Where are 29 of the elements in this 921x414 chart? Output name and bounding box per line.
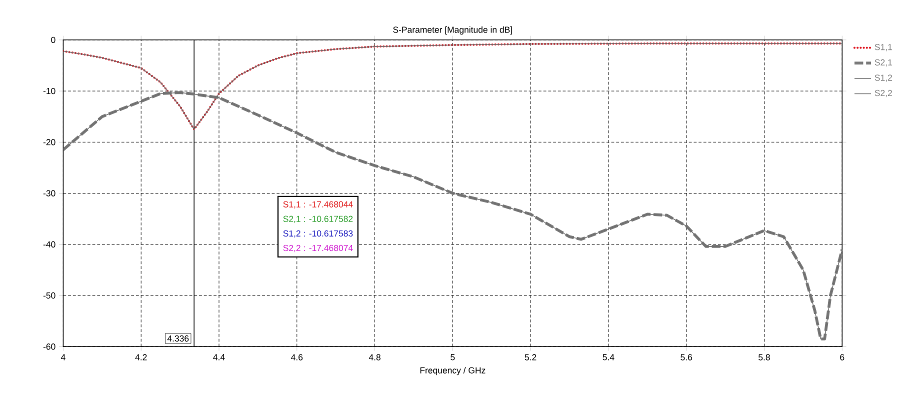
x-tick-label: 5.4: [602, 354, 614, 360]
y-tick-label: -60: [43, 344, 56, 350]
annotation: S1,2 : -10.617583: [283, 230, 353, 238]
x-tick-label: 6: [840, 354, 844, 360]
annotation: S2,2 : -17.468074: [283, 244, 353, 252]
annotation: S1,1 : -17.468044: [283, 201, 353, 209]
x-tick-label: 5.6: [680, 354, 692, 360]
x-tick-label: 5.8: [758, 354, 770, 360]
legend-label: S1,2: [874, 74, 892, 82]
ref-line-label: 4.336: [167, 335, 189, 342]
x-tick-label: 4.6: [291, 354, 303, 360]
y-tick-label: -20: [43, 139, 56, 146]
x-tick-label: 4: [60, 354, 66, 360]
legend-label: S2,1: [874, 59, 892, 67]
x-tick-label: 4.8: [368, 354, 380, 360]
x-tick-label: 4.2: [135, 354, 147, 360]
y-tick-label: -40: [43, 241, 56, 248]
legend-label: S1,1: [874, 44, 892, 52]
y-tick-label: -10: [43, 88, 56, 94]
y-tick-label: -30: [43, 190, 56, 196]
y-tick-label: -50: [43, 292, 56, 299]
chart-title: S-Parameter [Magnitude in dB]: [393, 26, 512, 35]
legend-label: S2,2: [874, 90, 892, 98]
x-axis-title: Frequency / GHz: [420, 367, 486, 376]
x-tick-label: 5.2: [524, 354, 536, 360]
x-tick-label: 4.4: [213, 354, 225, 360]
y-tick-label: 0: [51, 36, 56, 44]
x-tick-label: 5: [450, 354, 455, 360]
annotation: S2,1 : -10.617582: [283, 216, 353, 224]
